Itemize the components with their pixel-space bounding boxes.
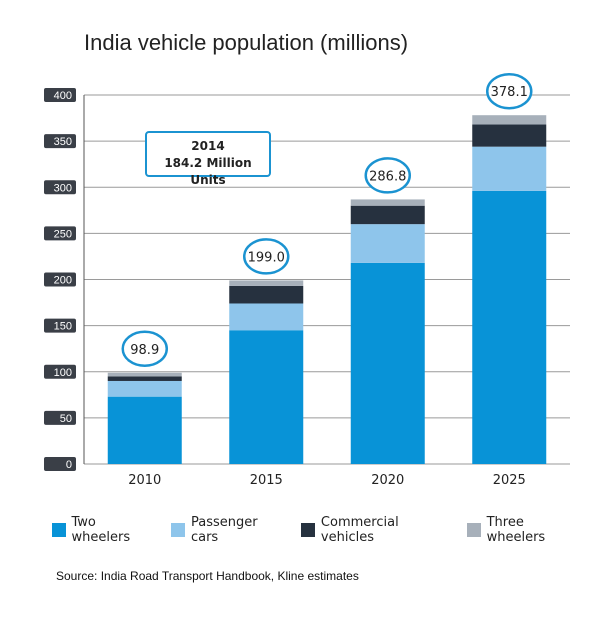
y-tick-label: 0 xyxy=(66,459,72,471)
bar-segment xyxy=(229,280,304,286)
total-label: 98.9 xyxy=(130,343,159,358)
bar-segment xyxy=(229,303,304,331)
y-tick-label: 350 xyxy=(54,136,72,148)
y-tick-label: 250 xyxy=(54,228,72,240)
y-tick-label: 200 xyxy=(54,275,72,287)
callout-units: 184.2 Million Units xyxy=(164,156,252,187)
y-tick-bg xyxy=(44,364,76,379)
y-tick-label: 150 xyxy=(54,321,72,333)
y-tick-label: 300 xyxy=(54,182,72,194)
callout-year: 2014 xyxy=(191,139,225,153)
y-tick-bg xyxy=(44,134,76,149)
bar-segment xyxy=(107,380,182,397)
legend: Two wheelers Passenger cars Commercial veh… xyxy=(52,515,599,545)
y-tick-bg xyxy=(44,410,76,425)
bar-segment xyxy=(472,115,547,125)
bar-segment xyxy=(472,146,547,191)
legend-label: Two wheelers xyxy=(71,515,131,545)
legend-item: Three wheelers xyxy=(467,515,583,545)
legend-swatch xyxy=(171,523,185,537)
legend-label: Commercial vehicles xyxy=(320,515,399,545)
bar-segment xyxy=(107,376,182,381)
y-tick-bg xyxy=(44,180,76,195)
total-bubble xyxy=(243,238,290,275)
legend-swatch xyxy=(301,523,315,537)
y-tick-label: 100 xyxy=(54,367,72,379)
legend-item: Passenger cars xyxy=(171,515,285,545)
bar-segment xyxy=(350,199,425,206)
total-bubble xyxy=(486,72,533,110)
legend-label: Three wheelers xyxy=(486,515,546,545)
callout-2014: 2014 184.2 Million Units xyxy=(145,131,271,187)
bar-segment xyxy=(350,262,425,464)
total-bubble xyxy=(121,330,168,368)
x-tick-label: 2015 xyxy=(250,473,283,488)
bar-segment xyxy=(229,285,304,304)
total-label: 286.8 xyxy=(369,169,406,184)
bar-segment xyxy=(472,124,547,147)
x-tick-label: 2020 xyxy=(371,473,404,488)
bar-segment xyxy=(229,330,304,464)
bar-segment xyxy=(107,372,182,377)
chart-title: India vehicle population (millions) xyxy=(84,30,409,55)
x-tick-label: 2010 xyxy=(128,473,161,488)
legend-label: Passenger cars xyxy=(190,515,258,545)
y-tick-bg xyxy=(44,272,76,287)
legend-item: Two wheelers xyxy=(52,515,155,545)
y-tick-bg xyxy=(44,318,76,333)
total-label: 378.1 xyxy=(491,85,528,100)
source-note: Source: India Road Transport Handbook, K… xyxy=(56,569,359,583)
x-tick-label: 2025 xyxy=(493,473,526,488)
bar-segment xyxy=(107,396,182,464)
total-bubble xyxy=(364,157,411,194)
y-tick-bg xyxy=(44,88,76,102)
legend-swatch xyxy=(52,523,66,537)
y-tick-bg xyxy=(44,457,76,471)
bar-segment xyxy=(350,205,425,225)
legend-swatch xyxy=(467,523,481,537)
y-tick-label: 400 xyxy=(54,90,72,102)
bar-segment xyxy=(350,224,425,263)
y-tick-bg xyxy=(44,226,76,241)
total-label: 199.0 xyxy=(248,250,285,265)
y-tick-label: 50 xyxy=(60,413,72,425)
legend-item: Commercial vehicles xyxy=(301,515,451,545)
bar-segment xyxy=(472,190,547,464)
